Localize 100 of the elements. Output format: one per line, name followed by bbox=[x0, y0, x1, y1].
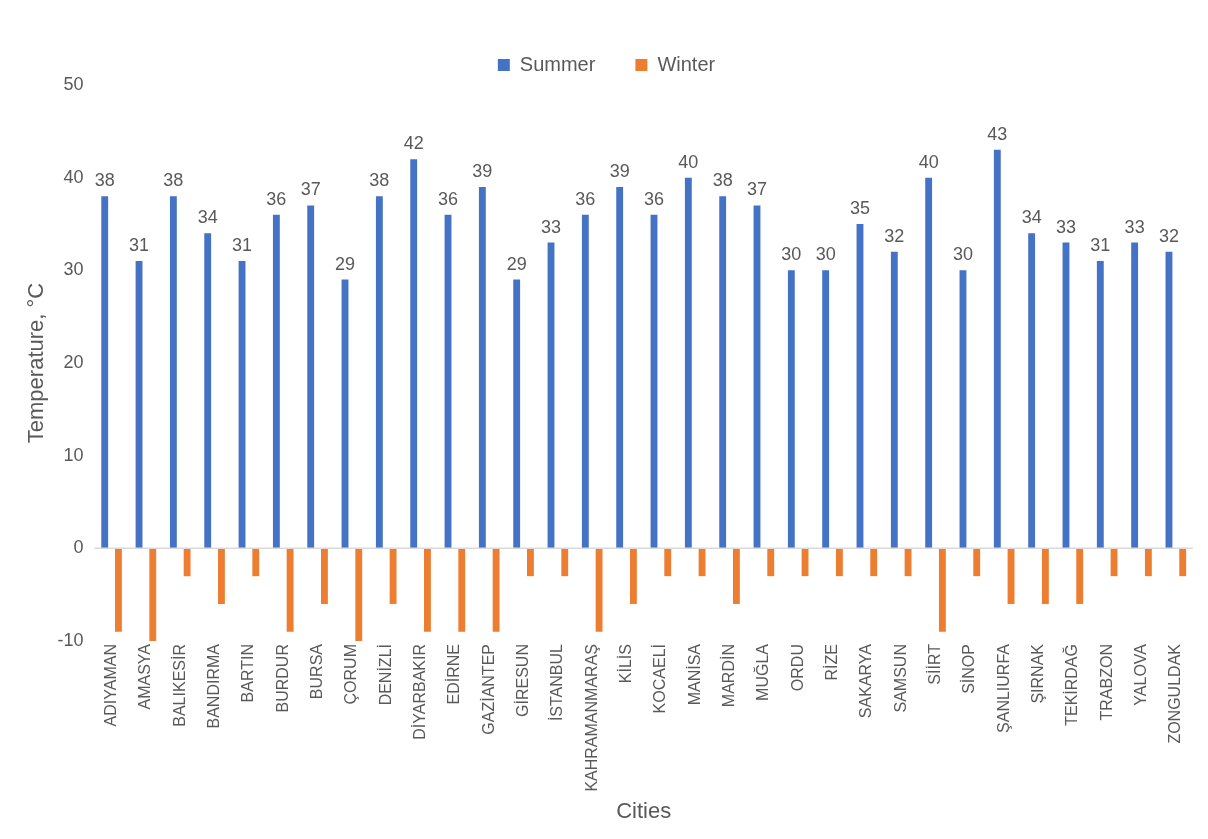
data-label: 32 bbox=[1158, 225, 1179, 246]
x-tick-label: BARTIN bbox=[239, 644, 257, 703]
data-label: 30 bbox=[815, 244, 836, 265]
data-label: 38 bbox=[163, 170, 184, 191]
bar bbox=[925, 177, 933, 549]
data-label: 31 bbox=[232, 235, 253, 256]
bar bbox=[835, 548, 843, 577]
data-label: 31 bbox=[1090, 235, 1111, 256]
x-tick-label: BANDIRMA bbox=[204, 643, 222, 729]
x-tick-label: ŞIRNAK bbox=[1028, 643, 1046, 704]
bar bbox=[423, 548, 431, 632]
data-label: 38 bbox=[712, 170, 733, 191]
x-tick-label: BURSA bbox=[307, 643, 325, 700]
data-label: 39 bbox=[609, 160, 630, 181]
data-label: 34 bbox=[197, 207, 218, 228]
bar bbox=[218, 548, 225, 604]
bar bbox=[1096, 261, 1104, 549]
y-tick-label: 10 bbox=[63, 444, 84, 465]
legend-label: Summer bbox=[519, 52, 596, 75]
data-label: 33 bbox=[541, 216, 562, 237]
bar bbox=[664, 548, 672, 577]
bar bbox=[1179, 548, 1187, 577]
x-tick-label: ORDU bbox=[788, 644, 806, 692]
bar bbox=[478, 186, 486, 549]
bar bbox=[252, 548, 260, 577]
bar bbox=[492, 548, 500, 632]
bar bbox=[307, 205, 315, 549]
bar bbox=[993, 149, 1001, 549]
data-label: 40 bbox=[918, 151, 939, 172]
bar bbox=[526, 548, 534, 577]
x-tick-label: MUĞLA bbox=[753, 643, 772, 701]
y-tick-label: 20 bbox=[63, 351, 84, 372]
y-axis-title: Temperature, °C bbox=[23, 282, 49, 444]
data-label: 35 bbox=[849, 197, 871, 218]
bar bbox=[355, 548, 363, 642]
y-tick-label: 50 bbox=[63, 73, 84, 94]
bar bbox=[684, 177, 692, 549]
data-label: 34 bbox=[1021, 207, 1042, 228]
bar bbox=[1028, 233, 1036, 549]
bar bbox=[272, 214, 280, 549]
bar bbox=[581, 214, 589, 549]
x-tick-label: SAKARYA bbox=[857, 643, 875, 719]
x-tick-label: SİNOP bbox=[959, 644, 978, 694]
x-tick-label: GİRESUN bbox=[512, 644, 531, 717]
bar bbox=[938, 548, 946, 632]
bar bbox=[101, 196, 109, 549]
bar bbox=[410, 159, 418, 549]
data-label: 36 bbox=[643, 188, 665, 209]
y-tick-label: 0 bbox=[73, 537, 84, 558]
bar bbox=[183, 548, 191, 577]
data-label: 38 bbox=[94, 170, 115, 191]
bar bbox=[204, 233, 212, 549]
bar bbox=[1131, 242, 1139, 549]
bar bbox=[1076, 548, 1084, 604]
x-tick-label: DİYARBAKIR bbox=[409, 644, 428, 740]
bar bbox=[169, 196, 177, 549]
bar bbox=[822, 270, 830, 549]
x-tick-label: İSTANBUL bbox=[547, 643, 566, 722]
bar bbox=[767, 548, 775, 577]
x-tick-label: KOCAELİ bbox=[650, 644, 669, 714]
data-label: 42 bbox=[403, 133, 424, 154]
y-tick-label: 30 bbox=[63, 259, 84, 280]
x-tick-label: ÇORUM bbox=[342, 644, 360, 705]
legend-label: Winter bbox=[657, 52, 716, 75]
data-label: 32 bbox=[884, 225, 905, 246]
bar bbox=[616, 186, 624, 549]
data-label: 36 bbox=[438, 188, 459, 209]
y-tick-label: -10 bbox=[57, 629, 84, 650]
bar bbox=[973, 548, 981, 577]
data-label: 31 bbox=[129, 235, 150, 256]
data-label: 39 bbox=[472, 160, 493, 181]
bar bbox=[787, 270, 795, 549]
x-tick-label: MANİSA bbox=[684, 643, 703, 706]
bar bbox=[870, 548, 878, 577]
bar bbox=[719, 196, 727, 549]
bar bbox=[389, 548, 397, 604]
x-tick-label: YALOVA bbox=[1131, 643, 1149, 706]
bar bbox=[149, 548, 157, 642]
data-label: 37 bbox=[300, 179, 321, 200]
bar bbox=[321, 548, 328, 604]
x-tick-label: RİZE bbox=[821, 644, 840, 681]
bar bbox=[375, 196, 383, 549]
x-tick-label: KAHRAMANMARAŞ bbox=[582, 644, 600, 792]
x-tick-label: ADIYAMAN bbox=[101, 644, 119, 727]
data-label: 29 bbox=[335, 253, 356, 274]
x-tick-label: EDİRNE bbox=[444, 644, 463, 705]
data-label: 43 bbox=[987, 123, 1008, 144]
bar bbox=[286, 548, 294, 632]
bar bbox=[698, 548, 706, 577]
x-tick-label: BURDUR bbox=[273, 644, 291, 713]
x-tick-label: SİİRT bbox=[924, 643, 943, 685]
y-tick-label: 40 bbox=[63, 166, 84, 187]
bar bbox=[890, 251, 898, 549]
bar bbox=[561, 548, 569, 577]
x-axis-title: Cities bbox=[616, 797, 672, 823]
data-label: 30 bbox=[952, 244, 973, 265]
data-label: 37 bbox=[746, 179, 768, 200]
x-tick-label: MARDİN bbox=[718, 644, 737, 708]
bar bbox=[732, 548, 740, 604]
data-label: 40 bbox=[678, 151, 699, 172]
